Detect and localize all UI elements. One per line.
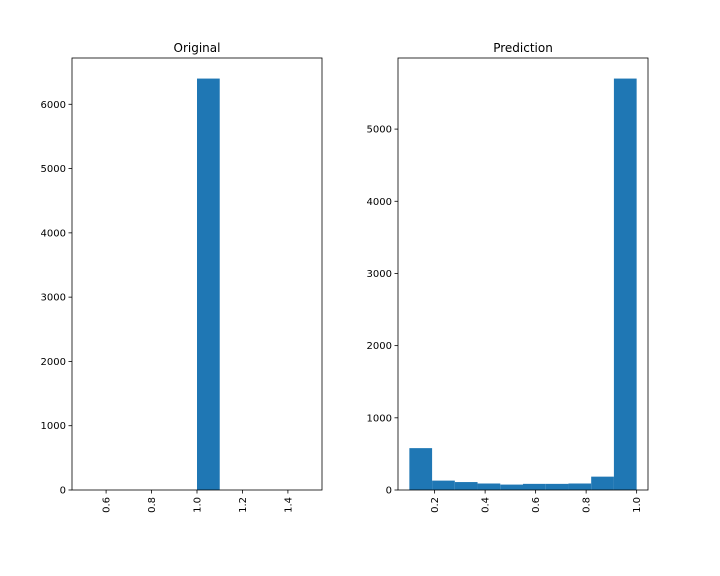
x-tick-label: 1.0 [193, 497, 204, 513]
prediction-histogram-panel: Prediction 0 1000 2000 3000 4000 5000 0.2 0.4 0.… [367, 41, 649, 513]
y-tick-label: 1000 [367, 413, 392, 424]
histogram-bar [432, 480, 455, 490]
x-tick-label: 0.6 [102, 497, 113, 513]
y-tick-label: 2000 [41, 357, 66, 368]
histogram-bar [500, 484, 523, 490]
prediction-chart-title: Prediction [493, 41, 553, 55]
x-tick-label: 1.4 [283, 497, 294, 513]
histogram-bar [568, 483, 592, 490]
histogram-bar [591, 476, 614, 490]
histogram-bar [454, 482, 478, 490]
y-tick-label: 2000 [367, 341, 392, 352]
y-tick-label: 3000 [41, 293, 66, 304]
histogram-bar [197, 78, 220, 491]
x-tick-label: 1.2 [238, 497, 249, 513]
x-tick-label: 0.6 [531, 497, 542, 513]
histogram-bar [477, 483, 501, 490]
y-tick-label: 0 [60, 486, 66, 497]
x-tick-label: 0.8 [582, 497, 593, 513]
y-tick-label: 4000 [41, 228, 66, 239]
original-histogram-panel: Original 0 1000 2000 3000 4000 5000 6000 0.6 0.8… [41, 41, 323, 513]
histogram-bar [613, 78, 637, 491]
y-tick-label: 1000 [41, 421, 66, 432]
y-tick-label: 5000 [367, 125, 392, 136]
y-tick-label: 5000 [41, 164, 66, 175]
axes-frame [397, 57, 649, 491]
histogram-bar [545, 483, 569, 490]
x-tick-label: 0.4 [481, 497, 492, 513]
y-tick-label: 4000 [367, 197, 392, 208]
y-tick-label: 0 [386, 486, 392, 497]
histogram-bar [523, 483, 546, 490]
x-tick-label: 0.2 [430, 497, 441, 513]
y-tick-label: 3000 [367, 269, 392, 280]
x-tick-label: 0.8 [147, 497, 158, 513]
original-chart-title: Original [174, 41, 221, 55]
y-tick-label: 6000 [41, 100, 66, 111]
x-tick-label: 1.0 [632, 497, 643, 513]
histogram-bar [409, 448, 433, 490]
